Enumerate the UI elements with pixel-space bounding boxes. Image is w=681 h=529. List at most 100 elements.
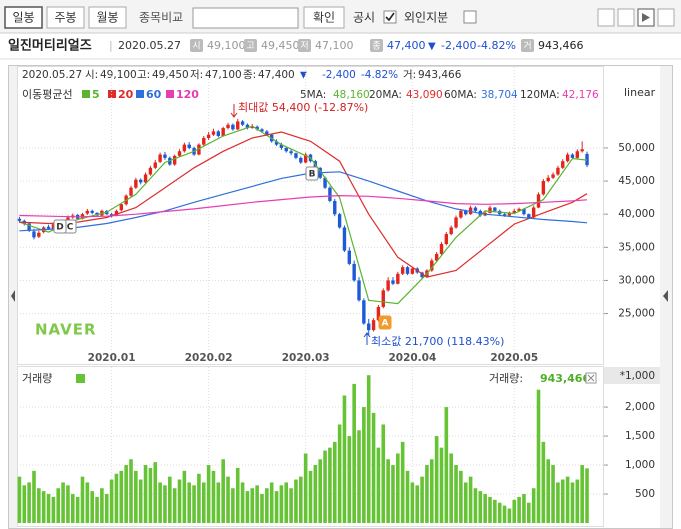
volume-bar: [66, 485, 70, 523]
candle-body: [430, 260, 434, 271]
y-tick-label: 25,000: [618, 308, 655, 320]
volume-bar: [517, 496, 521, 523]
tool-icon[interactable]: [597, 8, 615, 27]
info-value: 47,100: [315, 39, 354, 52]
disclosure-checkbox[interactable]: [383, 10, 397, 24]
volume-readout: 943,466: [540, 372, 590, 385]
day-button[interactable]: [4, 6, 43, 29]
candle-body: [493, 207, 497, 211]
volume-bar: [366, 375, 371, 523]
volume-bar: [61, 482, 65, 523]
volume-bar: [114, 473, 119, 523]
candle-body: [502, 214, 507, 216]
candle-body: [197, 144, 201, 155]
volume-bar: [323, 450, 327, 523]
volume-bar: [138, 479, 143, 523]
candle-body: [182, 144, 187, 152]
header-value: 49,100: [100, 69, 137, 81]
right-arrow: [663, 290, 668, 302]
volume-bar: [352, 383, 356, 523]
tool-icon[interactable]: [617, 8, 635, 27]
confirm-label[interactable]: 확인: [313, 11, 335, 25]
volume-bar: [580, 465, 584, 523]
volume-bar: [153, 462, 158, 523]
volume-bar: [303, 453, 308, 523]
month-button-label[interactable]: 월봉: [96, 11, 118, 25]
y-tick-label: 2,000: [625, 401, 655, 413]
volume-bar: [439, 447, 444, 523]
foreign-checkbox[interactable]: [463, 10, 477, 24]
volume-bar: [95, 496, 99, 523]
volume-bar: [347, 436, 352, 523]
legend-label: 5: [92, 88, 100, 101]
volume-bar: [294, 479, 298, 523]
candle-body: [148, 167, 153, 175]
x-tick-label: 2020.05: [490, 352, 538, 364]
candle-body: [66, 217, 70, 221]
header-date: 2020.05.27: [22, 69, 82, 81]
candle-body: [236, 121, 240, 130]
y-tick-label: 1,500: [625, 430, 655, 442]
event-marker-label: C: [67, 223, 74, 233]
candle-body: [187, 144, 191, 148]
compare-input[interactable]: [192, 7, 299, 29]
volume-bar: [80, 476, 85, 523]
candle-body: [206, 134, 211, 138]
candle-body: [299, 157, 303, 163]
candle-body: [109, 214, 114, 216]
volume-bar: [531, 488, 536, 523]
volume-bar: [129, 459, 133, 523]
volume-bar: [425, 465, 429, 523]
info-icon-label: 거: [523, 41, 531, 52]
volume-bar: [245, 491, 250, 523]
volume-bar: [449, 453, 453, 523]
info-icon-label: 종: [372, 41, 380, 52]
scale-label[interactable]: linear: [624, 86, 656, 99]
candle-body: [240, 121, 245, 125]
volume-bar: [575, 479, 580, 523]
header-label: 종:: [243, 69, 256, 81]
candle-body: [570, 154, 575, 158]
volume-bar: [459, 470, 463, 523]
volume-bar: [434, 436, 439, 523]
volume-bar: [240, 482, 245, 523]
moving-average-line: [19, 131, 588, 278]
candle-body: [177, 151, 182, 156]
candle-body: [439, 244, 444, 254]
event-marker-label: A: [382, 319, 389, 329]
week-button-label[interactable]: 주봉: [54, 11, 76, 25]
volume-bar: [168, 476, 172, 523]
candle-body: [255, 126, 259, 130]
month-button[interactable]: [88, 6, 127, 29]
day-button-label[interactable]: 일봉: [12, 11, 34, 25]
volume-bar: [396, 453, 400, 523]
candle-body: [129, 187, 133, 196]
header-volume: 943,466: [418, 69, 462, 81]
volume-bar: [522, 494, 526, 523]
volume-bar: [104, 494, 109, 523]
volume-bar: [85, 482, 90, 523]
candle-body: [17, 218, 22, 221]
volume-bar: [328, 447, 332, 523]
candle-body: [221, 128, 225, 137]
confirm-button[interactable]: [303, 6, 345, 29]
compare-label: 종목비교: [139, 11, 183, 25]
volume-bar: [429, 459, 434, 523]
volume-bar: [502, 505, 507, 523]
event-marker: [378, 315, 392, 330]
moving-average-line: [19, 125, 588, 305]
candle-body: [512, 210, 516, 213]
y-tick-label: 50,000: [618, 142, 655, 154]
candle-body: [163, 154, 167, 158]
week-button[interactable]: [46, 6, 85, 29]
x-tick-label: 2020.04: [388, 352, 436, 364]
candle-body: [580, 149, 584, 152]
tool-icon[interactable]: [657, 8, 675, 27]
candle-body: [449, 227, 453, 235]
info-volume: 943,466: [538, 39, 584, 52]
candle-body: [536, 194, 541, 208]
ma-readout-label: 5MA:: [300, 89, 326, 101]
max-arrow: [230, 104, 238, 118]
header-label: 시:: [85, 69, 98, 81]
